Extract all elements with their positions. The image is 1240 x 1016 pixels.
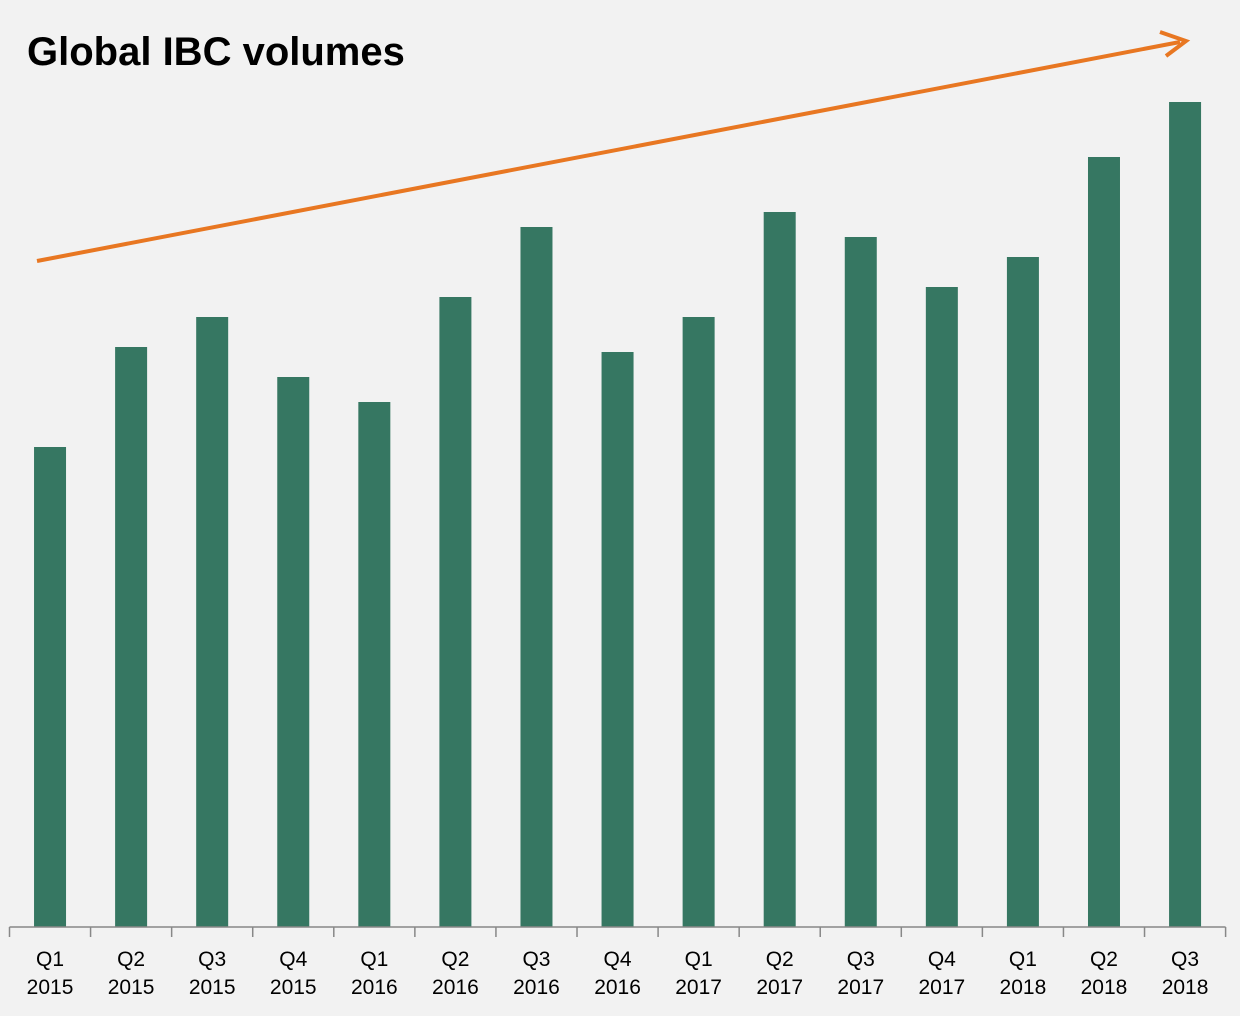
x-tick-label: Q2 2015 — [108, 948, 155, 999]
bar — [1087, 157, 1120, 927]
bar — [439, 297, 472, 927]
bar — [1006, 257, 1039, 927]
x-tick-label: Q3 2016 — [513, 948, 560, 999]
x-tick-label: Q3 2015 — [189, 948, 236, 999]
bar — [34, 447, 67, 927]
bar — [925, 287, 958, 927]
x-tick-label: Q1 2017 — [675, 948, 722, 999]
bar — [1169, 102, 1202, 927]
bar — [277, 377, 310, 927]
bar — [115, 347, 148, 927]
bar — [520, 227, 553, 927]
x-tick-label: Q3 2018 — [1162, 948, 1209, 999]
x-tick-label: Q4 2017 — [918, 948, 965, 999]
trend-arrow-head — [1159, 30, 1191, 58]
bar — [682, 317, 715, 927]
x-tick-label: Q3 2017 — [837, 948, 884, 999]
trend-arrow — [36, 40, 1181, 263]
bar — [844, 237, 877, 927]
x-tick-label: Q2 2016 — [432, 948, 479, 999]
chart-title: Global IBC volumes — [27, 30, 405, 74]
x-tick-label: Q2 2017 — [756, 948, 803, 999]
bar — [196, 317, 229, 927]
bar — [763, 212, 796, 927]
x-tick-label: Q1 2018 — [1000, 948, 1047, 999]
x-tick-label: Q4 2016 — [594, 948, 641, 999]
x-tick-label: Q2 2018 — [1081, 948, 1128, 999]
bar — [358, 402, 391, 927]
x-tick-label: Q4 2015 — [270, 948, 317, 999]
x-tick-label: Q1 2016 — [351, 948, 398, 999]
x-tick-label: Q1 2015 — [27, 948, 74, 999]
bar — [601, 352, 634, 927]
